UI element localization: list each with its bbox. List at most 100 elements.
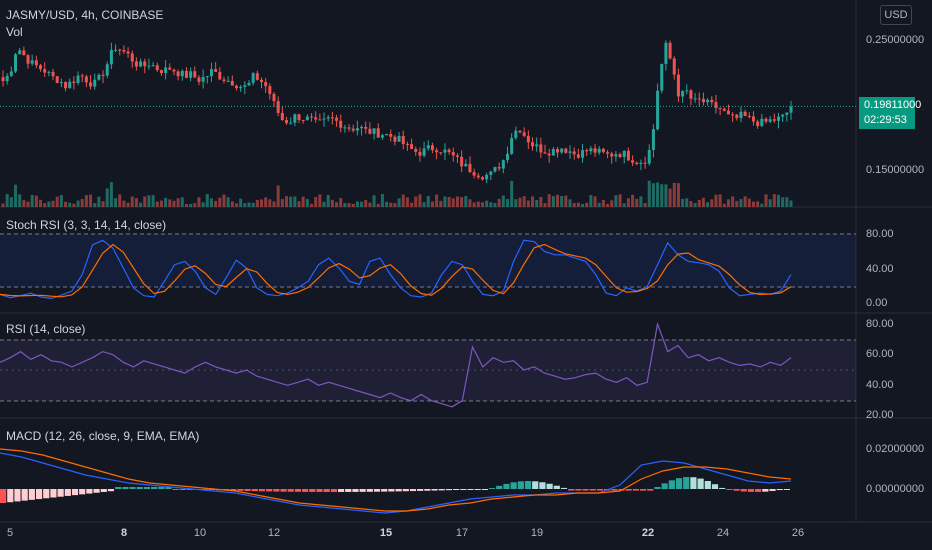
macd-histogram-bar <box>323 489 330 492</box>
candle-body <box>22 50 26 56</box>
volume-bar <box>397 198 401 207</box>
candle-body <box>735 114 739 119</box>
candle-body <box>668 42 672 59</box>
candle-body <box>493 167 497 172</box>
volume-bar <box>155 201 159 207</box>
candle-body <box>301 119 305 121</box>
volume-bar <box>447 196 451 207</box>
volume-bar <box>143 196 147 207</box>
volume-bar <box>401 194 405 207</box>
volume-bar <box>568 199 572 207</box>
stoch-k-line <box>0 239 792 300</box>
volume-bar <box>80 199 84 207</box>
macd-histogram-bar <box>582 489 589 491</box>
price-axis-label: 0.15000000 <box>866 164 925 176</box>
candle-body <box>239 86 243 89</box>
volume-bar <box>751 201 755 207</box>
volume-bar <box>389 202 393 207</box>
candle-body <box>405 144 409 146</box>
macd-histogram-bar <box>7 489 14 503</box>
macd-histogram-bar <box>208 489 215 491</box>
candle-body <box>205 76 209 78</box>
candle-body <box>618 154 622 158</box>
candle-body <box>276 101 280 113</box>
volume-bar <box>276 185 280 207</box>
macd-histogram-bar <box>273 489 280 492</box>
candle-body <box>689 90 693 99</box>
volume-bar <box>410 202 414 207</box>
macd-histogram-bar <box>553 485 560 489</box>
volume-bar <box>405 197 409 207</box>
volume-bar <box>785 197 789 207</box>
volume-bar <box>201 202 205 207</box>
macd-histogram-bar <box>661 483 668 489</box>
candle-body <box>68 81 72 89</box>
macd-histogram-bar <box>244 489 251 491</box>
candle-body <box>439 152 443 154</box>
macd-histogram-bar <box>21 489 28 501</box>
volume-bar <box>330 199 334 207</box>
volume-bar <box>547 194 551 207</box>
stoch-rsi-title[interactable]: Stoch RSI (3, 3, 14, 14, close) <box>6 218 167 232</box>
candle-body <box>447 149 451 153</box>
candle-body <box>476 175 480 178</box>
volume-bar <box>551 196 555 207</box>
macd-histogram-bar <box>179 489 186 490</box>
volume-bar <box>464 196 468 207</box>
symbol-title[interactable]: JASMY/USD, 4h, COINBASE <box>6 8 164 22</box>
volume-label[interactable]: Vol <box>6 25 23 39</box>
candle-body <box>631 160 635 163</box>
candle-body <box>364 126 368 129</box>
candle-body <box>435 150 439 153</box>
currency-button[interactable]: USD <box>880 5 912 25</box>
volume-bar <box>118 194 122 207</box>
volume-bar <box>693 203 697 207</box>
candle-body <box>51 71 55 77</box>
candle-body <box>622 150 626 158</box>
candle-body <box>268 86 272 94</box>
candle-body <box>184 70 188 78</box>
macd-histogram-bar <box>517 481 524 489</box>
volume-bar <box>472 202 476 207</box>
volume-bar <box>422 202 426 207</box>
time-axis-label: 17 <box>455 527 469 539</box>
volume-bar <box>130 196 134 207</box>
macd-histogram-bar <box>560 487 568 489</box>
macd-histogram-bar <box>345 489 352 492</box>
volume-bar <box>385 201 389 207</box>
candle-body <box>455 155 459 157</box>
volume-bar <box>768 199 772 207</box>
candle-body <box>676 74 680 97</box>
volume-bar <box>272 201 276 207</box>
macd-histogram-bar <box>35 489 43 500</box>
macd-histogram-bar <box>510 482 517 489</box>
volume-bar <box>781 197 785 207</box>
macd-histogram-bar <box>79 489 86 495</box>
candle-body <box>731 114 735 116</box>
candle-body <box>547 153 551 156</box>
volume-bar <box>660 184 664 207</box>
time-axis-label: 24 <box>716 527 730 539</box>
macd-histogram-bar <box>776 489 783 491</box>
macd-histogram-bar <box>417 489 424 491</box>
time-axis-label: 26 <box>791 527 805 539</box>
candle-body <box>272 93 276 102</box>
volume-bar <box>47 201 51 207</box>
macd-histogram-bar <box>755 489 762 492</box>
volume-bar <box>259 199 263 207</box>
rsi-title[interactable]: RSI (14, close) <box>6 322 86 336</box>
macd-histogram-bar <box>64 489 71 496</box>
candle-body <box>89 82 93 87</box>
macd-histogram-bar <box>524 481 532 489</box>
macd-histogram-bar <box>151 487 158 489</box>
volume-bar <box>626 198 630 207</box>
volume-bar <box>105 188 109 207</box>
volume-bar <box>380 194 384 207</box>
macd-title[interactable]: MACD (12, 26, close, 9, EMA, EMA) <box>6 429 200 443</box>
candle-body <box>343 127 347 129</box>
candle-body <box>122 49 126 52</box>
macd-histogram-bar <box>230 489 237 491</box>
stoch-axis-label: 40.00 <box>866 263 894 275</box>
candle-body <box>426 145 430 149</box>
